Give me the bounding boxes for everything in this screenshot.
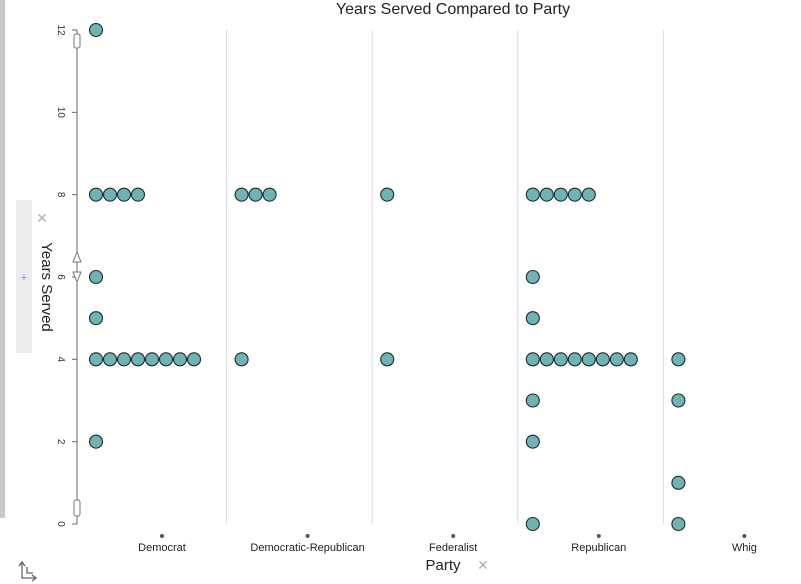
x-category-label: Republican bbox=[571, 542, 626, 554]
data-point[interactable] bbox=[525, 187, 540, 202]
y-tick-label: 6 bbox=[55, 274, 66, 280]
data-point[interactable] bbox=[567, 352, 582, 367]
data-point[interactable] bbox=[116, 352, 132, 367]
data-point[interactable] bbox=[88, 434, 104, 449]
data-point[interactable] bbox=[88, 269, 104, 285]
data-point[interactable] bbox=[581, 352, 596, 367]
data-point[interactable] bbox=[116, 187, 132, 202]
data-point[interactable] bbox=[553, 352, 568, 367]
data-point[interactable] bbox=[380, 352, 395, 367]
left-panel-edge bbox=[0, 0, 5, 518]
data-point[interactable] bbox=[553, 187, 568, 202]
data-point[interactable] bbox=[234, 187, 249, 202]
y-tick-label: 0 bbox=[55, 521, 66, 527]
data-point[interactable] bbox=[380, 187, 395, 202]
data-point[interactable] bbox=[102, 352, 118, 367]
data-point[interactable] bbox=[88, 311, 104, 326]
y-tick-label: 10 bbox=[55, 107, 66, 119]
x-category-label: Democrat bbox=[138, 542, 186, 554]
data-point[interactable] bbox=[102, 187, 118, 202]
data-point[interactable] bbox=[130, 187, 146, 202]
y-axis: 0 2 4 6 8 10 12 bbox=[55, 24, 82, 527]
data-point[interactable] bbox=[158, 352, 174, 367]
y-axis-lower-handle[interactable] bbox=[73, 499, 81, 517]
data-point[interactable] bbox=[262, 187, 277, 202]
data-point[interactable] bbox=[525, 269, 540, 285]
data-point[interactable] bbox=[671, 475, 686, 490]
data-point[interactable] bbox=[130, 352, 146, 367]
x-category-marker bbox=[160, 534, 164, 538]
data-point[interactable] bbox=[567, 187, 582, 202]
x-category-label: Whig bbox=[732, 542, 757, 554]
data-point[interactable] bbox=[581, 187, 596, 202]
x-category-label: Democratic-Republican bbox=[250, 542, 364, 554]
x-category-marker bbox=[305, 534, 310, 538]
y-axis-drop-zone[interactable] bbox=[16, 200, 32, 353]
data-point[interactable] bbox=[186, 352, 202, 367]
data-point[interactable] bbox=[172, 352, 188, 367]
y-tick-label: 4 bbox=[55, 357, 66, 363]
data-point[interactable] bbox=[623, 352, 638, 367]
chart-title: Years Served Compared to Party bbox=[336, 1, 570, 18]
x-axis-title[interactable]: Party bbox=[425, 557, 461, 574]
data-point[interactable] bbox=[525, 311, 540, 326]
data-point[interactable] bbox=[144, 352, 160, 367]
y-tick-label: 12 bbox=[55, 24, 66, 36]
data-point[interactable] bbox=[609, 352, 624, 367]
data-point[interactable] bbox=[234, 352, 249, 367]
x-axis: Democrat Democratic-Republican Federalist R… bbox=[138, 534, 757, 554]
x-category-marker bbox=[596, 534, 601, 538]
y-tick-label: 8 bbox=[55, 192, 66, 198]
data-point[interactable] bbox=[539, 187, 554, 202]
data-point[interactable] bbox=[539, 352, 554, 367]
x-category-marker bbox=[451, 534, 456, 538]
data-point[interactable] bbox=[671, 393, 686, 408]
x-category-label: Federalist bbox=[429, 542, 477, 554]
data-point[interactable] bbox=[88, 22, 104, 38]
data-point[interactable] bbox=[525, 352, 540, 367]
data-point[interactable] bbox=[248, 187, 263, 202]
data-point[interactable] bbox=[595, 352, 610, 367]
add-attribute-icon[interactable]: + bbox=[21, 272, 27, 284]
data-point[interactable] bbox=[671, 352, 686, 367]
data-point[interactable] bbox=[525, 434, 540, 449]
y-axis-pan-handle[interactable] bbox=[72, 250, 82, 284]
x-category-marker bbox=[742, 534, 747, 538]
data-point[interactable] bbox=[88, 187, 104, 202]
data-point[interactable] bbox=[525, 393, 540, 408]
swap-axes-icon[interactable] bbox=[18, 560, 38, 582]
y-axis-title[interactable]: Years Served bbox=[38, 242, 55, 332]
data-points bbox=[88, 22, 686, 532]
y-tick-label: 2 bbox=[55, 439, 66, 445]
data-point[interactable] bbox=[525, 516, 540, 532]
y-axis-remove-icon[interactable]: ✕ bbox=[36, 210, 48, 226]
category-gridlines bbox=[226, 30, 664, 524]
y-axis-upper-handle[interactable] bbox=[73, 33, 81, 49]
x-axis-remove-icon[interactable]: ✕ bbox=[477, 557, 489, 573]
data-point[interactable] bbox=[88, 352, 104, 367]
data-point[interactable] bbox=[671, 516, 686, 532]
